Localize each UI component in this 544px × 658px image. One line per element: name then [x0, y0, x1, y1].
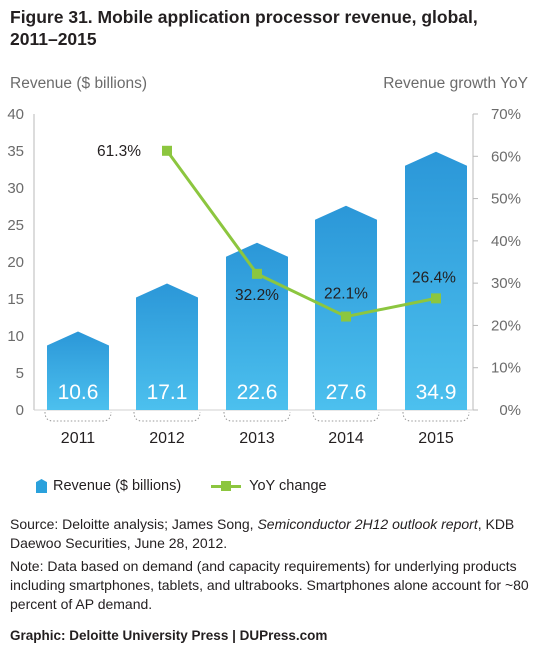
- x-category-label: 2012: [149, 430, 185, 447]
- revenue-bar-value-label: 27.6: [326, 381, 367, 404]
- bar-swatch-icon: [36, 479, 47, 493]
- yoy-value-label: 26.4%: [412, 269, 456, 286]
- yoy-value-label: 32.2%: [235, 287, 279, 304]
- yoy-point: [431, 293, 441, 304]
- y-right-tick-label: 50%: [491, 191, 521, 208]
- revenue-bar: [136, 283, 198, 410]
- category-bracket: [223, 411, 291, 422]
- chart-legend: Revenue ($ billions) YoY change: [36, 476, 357, 496]
- category-bracket: [402, 411, 470, 422]
- y-left-tick-label: 20: [7, 254, 24, 271]
- y-right-tick-label: 0%: [499, 402, 521, 419]
- revenue-bar: [226, 242, 288, 410]
- y-left-tick-label: 40: [7, 106, 24, 123]
- source-note: Source: Deloitte analysis; James Song, S…: [10, 515, 538, 553]
- yoy-value-label: 61.3%: [97, 143, 141, 160]
- legend-label-revenue: Revenue ($ billions): [53, 478, 182, 494]
- source-report-title: Semiconductor 2H12 outlook report: [257, 516, 478, 532]
- y-axis-right-label: Revenue growth YoY: [383, 75, 528, 92]
- y-left-tick-label: 30: [7, 180, 24, 197]
- y-right-tick-label: 20%: [491, 317, 521, 334]
- revenue-bar-value-label: 10.6: [58, 381, 99, 404]
- y-left-tick-label: 25: [7, 217, 24, 234]
- y-left-tick-label: 35: [7, 143, 24, 160]
- line-marker-swatch-icon: [211, 479, 242, 493]
- yoy-line: [165, 149, 437, 319]
- revenue-bar: [405, 151, 467, 411]
- yoy-point: [252, 268, 262, 279]
- chart-notes: Source: Deloitte analysis; James Song, S…: [10, 515, 538, 618]
- yoy-point: [162, 145, 172, 156]
- x-category-label: 2014: [328, 430, 364, 447]
- yoy-value-label: 22.1%: [324, 286, 368, 303]
- source-text-suffix: , KDB Daewoo Securities, June 28, 2012.: [10, 516, 515, 551]
- revenue-bar-value-label: 17.1: [147, 381, 188, 404]
- legend-label-yoy: YoY change: [249, 478, 327, 494]
- revenue-bar: [315, 205, 377, 410]
- chart-plot: 0 5 10 15 20 25 30 35 40 0% 10% 20% 30% 40% 50% 60% 70% 2…: [7, 106, 521, 447]
- x-category-label: 2011: [61, 430, 96, 447]
- y-left-tick-label: 5: [16, 365, 24, 382]
- legend-item-yoy: YoY change: [211, 478, 327, 494]
- y-right-tick-label: 30%: [491, 275, 521, 292]
- category-bracket: [312, 411, 380, 422]
- revenue-bar-value-label: 22.6: [237, 381, 278, 404]
- x-category-label: 2013: [239, 430, 275, 447]
- category-bracket: [133, 411, 201, 422]
- x-category-label: 2015: [418, 430, 454, 447]
- revenue-bar: [47, 331, 109, 410]
- y-left-tick-label: 0: [16, 402, 24, 419]
- y-left-tick-label: 10: [7, 328, 24, 345]
- y-right-tick-label: 60%: [491, 148, 521, 165]
- chart-title: Figure 31. Mobile application processor …: [10, 7, 478, 49]
- source-text-prefix: Source: Deloitte analysis; James Song,: [10, 516, 258, 532]
- y-axis-left-label: Revenue ($ billions): [10, 75, 147, 92]
- y-left-tick-label: 15: [7, 291, 24, 308]
- legend-item-revenue: Revenue ($ billions): [36, 478, 181, 494]
- revenue-bar-value-label: 34.9: [416, 381, 457, 404]
- data-note: Note: Data based on demand (and capacity…: [10, 558, 529, 612]
- y-right-tick-label: 40%: [491, 233, 521, 250]
- y-right-tick-label: 70%: [491, 106, 521, 123]
- yoy-point: [341, 311, 351, 322]
- y-right-tick-label: 10%: [491, 360, 521, 377]
- graphic-credit: Graphic: Deloitte University Press | DUP…: [10, 628, 328, 643]
- category-bracket: [44, 411, 112, 422]
